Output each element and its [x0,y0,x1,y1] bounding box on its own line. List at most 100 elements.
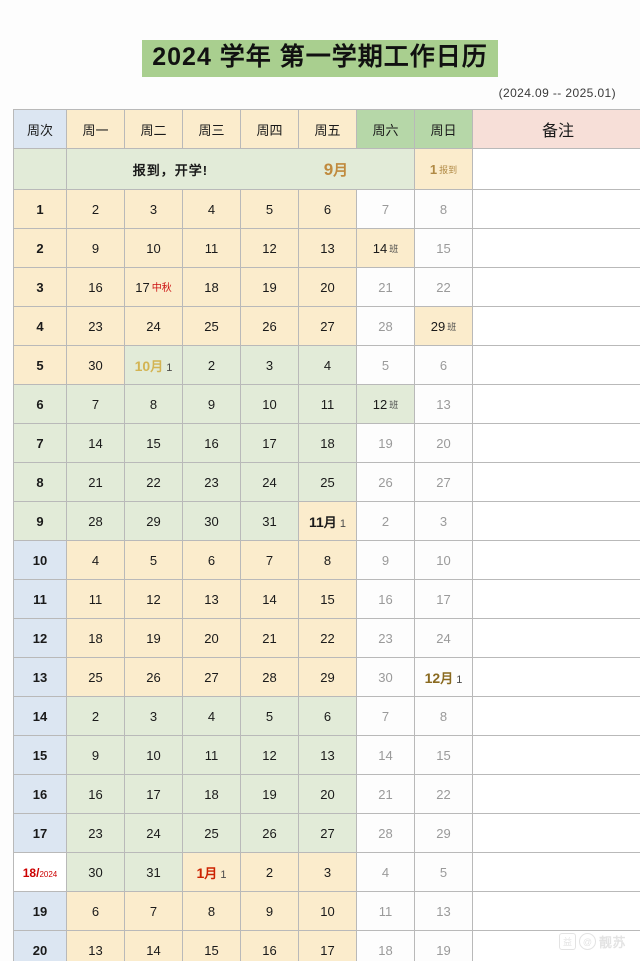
day-cell: 27 [182,657,241,697]
column-header-wednesday: 周三 [182,109,241,149]
day-cell: 12 [240,228,299,268]
week-number-cell: 14 [13,696,67,736]
calendar-week-row: 13 25 26 27 28 29 30 12月 1 [13,657,640,697]
calendar-week-row: 7 14 15 16 17 18 19 20 [13,423,640,463]
page-title: 2024 学年 第一学期工作日历 [142,40,498,77]
remark-cell[interactable] [472,618,640,658]
remark-cell[interactable] [472,462,640,502]
day-cell: 29 班 [414,306,473,346]
day-cell: 20 [414,423,473,463]
remark-cell[interactable] [472,540,640,580]
remark-cell[interactable] [472,852,640,892]
day-cell: 14 [124,930,183,961]
day-cell: 18 [298,423,357,463]
day-cell: 10 [240,384,299,424]
day-cell: 4 [182,189,241,229]
day-cell: 10 [298,891,357,931]
day-cell: 31 [240,501,299,541]
watermark-badge-icon: 益 [558,933,576,950]
day-cell: 1月 1 [182,852,241,892]
banner-remark-cell[interactable] [472,148,640,190]
day-cell: 9 [66,228,125,268]
day-cell: 16 [356,579,415,619]
day-cell: 7 [66,384,125,424]
day-cell: 30 [66,345,125,385]
day-cell: 11 [182,735,241,775]
day-cell: 21 [66,462,125,502]
banner-month-label: 9月 [323,159,349,179]
day-cell: 19 [240,267,299,307]
day-cell: 26 [240,813,299,853]
day-cell: 10月 1 [124,345,183,385]
calendar-week-row: 16 16 17 18 19 20 21 22 [13,774,640,814]
day-cell: 22 [124,462,183,502]
remark-cell[interactable] [472,813,640,853]
day-cell: 7 [124,891,183,931]
day-cell: 10 [124,228,183,268]
day-cell: 6 [298,696,357,736]
remark-cell[interactable] [472,501,640,541]
day-cell: 7 [240,540,299,580]
day-cell: 23 [66,306,125,346]
calendar-week-row: 19 6 7 8 9 10 11 13 [13,891,640,931]
calendar-week-row: 15 9 10 11 12 13 14 15 [13,735,640,775]
day-cell: 14 班 [356,228,415,268]
day-cell: 19 [414,930,473,961]
day-cell: 19 [356,423,415,463]
day-cell: 20 [182,618,241,658]
day-cell: 7 [356,696,415,736]
remark-cell[interactable] [472,228,640,268]
remark-cell[interactable] [472,306,640,346]
calendar-week-row: 6 7 8 9 10 11 12 班 13 [13,384,640,424]
day-cell: 19 [124,618,183,658]
day-cell: 28 [240,657,299,697]
day-cell: 5 [356,345,415,385]
day-cell: 17 [240,423,299,463]
day-cell: 5 [124,540,183,580]
week-number-cell: 3 [13,267,67,307]
remark-cell[interactable] [472,579,640,619]
remark-cell[interactable] [472,267,640,307]
day-cell: 21 [356,774,415,814]
day-cell: 13 [66,930,125,961]
day-cell: 8 [124,384,183,424]
remark-cell[interactable] [472,423,640,463]
remark-cell[interactable] [472,384,640,424]
day-cell: 9 [356,540,415,580]
table-body: 报到，开学! 9月 1 报到 1 2 3 4 5 6 7 8 2 9 10 11 12 13 14 班 15 3 16 17 中… [13,148,640,961]
day-cell: 13 [414,891,473,931]
day-cell: 30 [182,501,241,541]
day-cell: 26 [240,306,299,346]
day-cell: 20 [298,267,357,307]
day-cell: 24 [240,462,299,502]
remark-cell[interactable] [472,189,640,229]
day-cell: 11 [182,228,241,268]
day-cell: 4 [356,852,415,892]
day-cell: 23 [356,618,415,658]
remark-cell[interactable] [472,345,640,385]
day-cell: 8 [414,189,473,229]
day-cell: 9 [240,891,299,931]
day-cell: 21 [240,618,299,658]
remark-cell[interactable] [472,696,640,736]
remark-cell[interactable] [472,657,640,697]
calendar-week-row: 14 2 3 4 5 6 7 8 [13,696,640,736]
day-cell: 29 [124,501,183,541]
table-header: 周次 周一 周二 周三 周四 周五 周六 周日 备注 [13,109,640,149]
day-cell: 13 [182,579,241,619]
day-cell: 4 [298,345,357,385]
day-cell: 29 [298,657,357,697]
week-number-cell: 11 [13,579,67,619]
remark-cell[interactable] [472,735,640,775]
remark-cell[interactable] [472,891,640,931]
day-cell: 12 [124,579,183,619]
day-cell: 14 [356,735,415,775]
remark-cell[interactable] [472,930,640,961]
week-number-cell: 13 [13,657,67,697]
week-number-cell: 15 [13,735,67,775]
remark-cell[interactable] [472,774,640,814]
week-number-cell: 7 [13,423,67,463]
week-number-cell: 8 [13,462,67,502]
